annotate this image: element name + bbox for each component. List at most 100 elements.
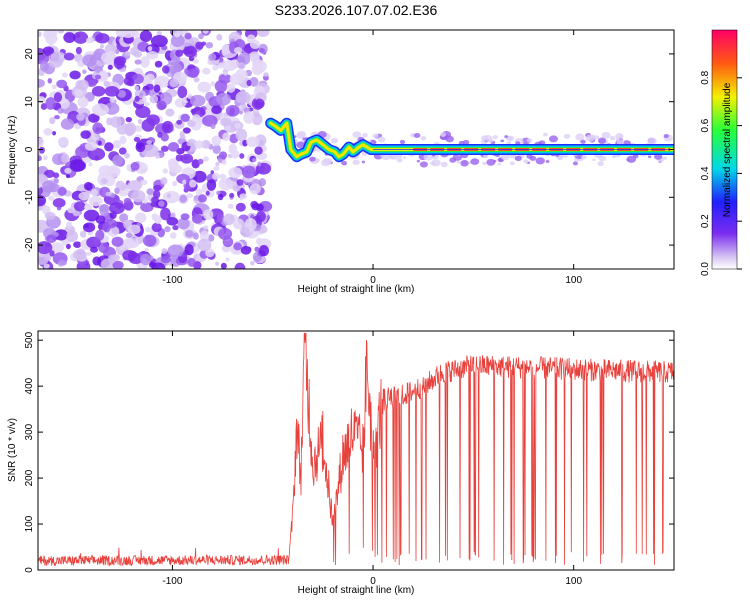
noise-blob: [57, 186, 67, 196]
noise-blob: [160, 255, 171, 264]
noise-blob: [212, 65, 219, 71]
x-tick-label: 100: [565, 275, 582, 286]
noise-blob: [51, 242, 64, 253]
noise-blob: [117, 89, 126, 98]
noise-blob: [220, 262, 227, 269]
noise-blob: [218, 177, 233, 191]
noise-blob: [124, 50, 131, 57]
noise-blob: [211, 135, 221, 147]
noise-blob: [119, 213, 129, 223]
noise-blob: [170, 34, 185, 48]
noise-blob: [140, 253, 152, 266]
noise-blob: [109, 96, 115, 103]
noise-blob: [254, 98, 265, 109]
noise-blob: [180, 213, 190, 220]
noise-blob: [50, 51, 66, 64]
noise-blob: [237, 52, 251, 66]
noise-blob: [250, 261, 255, 266]
noise-blob: [65, 174, 71, 179]
noise-blob: [197, 158, 204, 165]
noise-blob: [106, 50, 116, 60]
noise-blob: [162, 190, 181, 204]
x-tick-label: 0: [370, 576, 376, 587]
noise-blob: [164, 226, 171, 233]
noise-blob: [134, 59, 142, 65]
noise-blob: [216, 213, 225, 223]
noise-blob: [111, 236, 124, 247]
noise-blob: [90, 246, 99, 253]
noise-blob: [172, 181, 178, 187]
noise-blob: [177, 217, 190, 230]
noise-blob: [135, 212, 147, 223]
noise-blob: [56, 79, 68, 89]
y-tick-label: -10: [24, 190, 35, 205]
noise-blob: [191, 214, 203, 224]
noise-blob: [232, 218, 245, 230]
noise-blob: [58, 259, 67, 266]
noise-blob: [97, 140, 102, 146]
noise-blob: [95, 33, 110, 44]
speckle-blob: [564, 155, 568, 158]
noise-blob: [236, 179, 244, 186]
noise-blob: [57, 30, 65, 34]
y-tick-label: 0: [24, 567, 35, 573]
noise-blob: [167, 72, 172, 78]
x-tick-label: 100: [565, 576, 582, 587]
speckle-blob: [399, 139, 406, 145]
noise-blob: [112, 260, 124, 269]
speckle-blob: [514, 155, 522, 162]
noise-blob: [131, 190, 146, 203]
noise-blob: [118, 147, 127, 155]
noise-blob: [54, 114, 60, 120]
noise-blob: [235, 202, 246, 212]
noise-blob: [75, 80, 84, 90]
noise-blob: [63, 32, 76, 43]
noise-blob: [221, 43, 231, 55]
noise-blob: [86, 79, 97, 88]
noise-blob: [74, 89, 84, 97]
noise-blob: [174, 98, 187, 108]
noise-blob: [73, 249, 87, 260]
noise-blob: [61, 153, 70, 163]
noise-blob: [203, 225, 209, 230]
noise-blob: [78, 191, 91, 201]
noise-blob: [186, 193, 194, 199]
noise-blob: [38, 31, 42, 37]
noise-blob: [162, 168, 169, 174]
noise-blob: [152, 189, 161, 199]
noise-blob: [122, 249, 137, 261]
noise-blob: [229, 59, 240, 69]
noise-blob: [139, 30, 153, 42]
noise-blob: [190, 108, 197, 114]
noise-blob: [202, 114, 218, 127]
noise-blob: [88, 195, 103, 207]
colorbar-tick-label: 0.2: [700, 214, 711, 228]
speckle-blob: [515, 141, 521, 145]
speckle-blob: [416, 159, 421, 163]
speckle-blob: [372, 133, 379, 139]
speckle-blob: [574, 158, 579, 162]
noise-blob: [95, 229, 105, 241]
speckle-blob: [597, 137, 607, 144]
speckle-blob: [509, 161, 515, 166]
noise-blob: [151, 262, 166, 269]
noise-blob: [142, 234, 157, 247]
speckle-blob: [548, 135, 559, 143]
noise-blob: [133, 51, 143, 58]
noise-blob: [167, 244, 184, 258]
noise-blob: [205, 190, 210, 196]
x-tick-label: -100: [162, 576, 182, 587]
noise-blob: [123, 76, 134, 86]
noise-blob: [150, 201, 158, 207]
noise-blob: [104, 142, 114, 152]
noise-blob: [140, 202, 154, 213]
speckle-blob: [526, 138, 533, 143]
speckle-blob: [535, 157, 545, 165]
noise-blob: [249, 183, 261, 195]
noise-blob: [127, 180, 143, 191]
speckle-blob: [609, 135, 616, 141]
speckle-blob: [572, 161, 579, 166]
noise-blob: [174, 32, 181, 38]
